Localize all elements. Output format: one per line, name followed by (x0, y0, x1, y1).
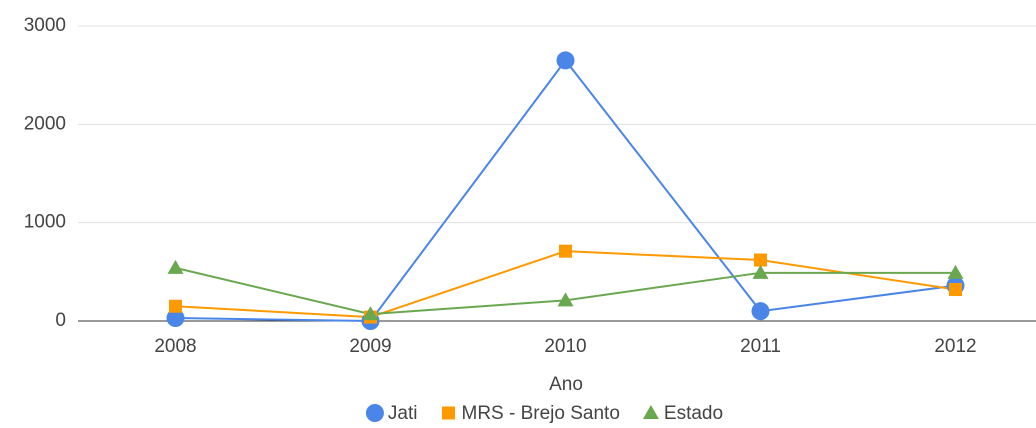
y-tick-label: 0 (55, 310, 66, 331)
legend-label: Estado (664, 403, 723, 424)
marker (754, 253, 767, 267)
legend-marker (442, 406, 456, 420)
y-tick-label: 1000 (24, 212, 66, 233)
x-tick-label: 2008 (154, 336, 196, 357)
legend-item: Jati (365, 403, 418, 424)
legend-label: Jati (388, 403, 418, 424)
marker (362, 306, 379, 321)
marker (557, 292, 574, 307)
marker (169, 299, 182, 313)
marker (166, 309, 185, 328)
marker (751, 302, 770, 321)
y-tick-label: 2000 (24, 113, 66, 134)
y-tick-label: 3000 (24, 15, 66, 36)
series-line (175, 266, 956, 316)
marker (947, 264, 964, 279)
marker (752, 264, 769, 279)
x-tick-label: 2012 (934, 336, 976, 357)
marker (949, 283, 962, 297)
marker (167, 259, 184, 274)
legend-marker (365, 404, 384, 422)
legend: Jati MRS - Brejo Santo Estado (365, 403, 723, 424)
marker (559, 244, 572, 258)
marker (556, 51, 575, 70)
x-tick-label: 2009 (349, 336, 391, 357)
x-tick-label: 2011 (740, 336, 781, 357)
x-tick-label: 2010 (544, 336, 586, 357)
series-line (175, 250, 956, 319)
legend-marker (642, 405, 659, 419)
legend-item: MRS - Brejo Santo (442, 403, 620, 424)
legend-label: MRS - Brejo Santo (462, 403, 620, 424)
x-axis-title: Ano (549, 374, 583, 395)
legend-item: Estado (642, 403, 723, 424)
series-line (175, 58, 956, 323)
